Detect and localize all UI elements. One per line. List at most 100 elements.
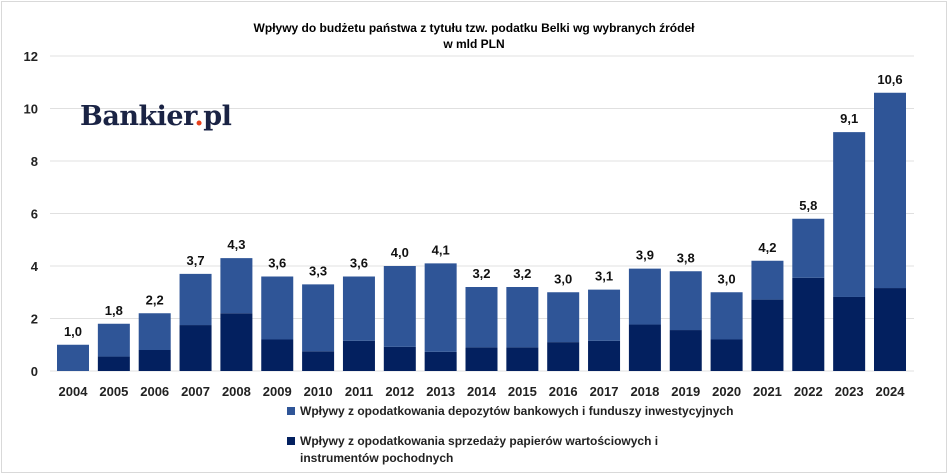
data-label: 4,3 <box>227 237 245 252</box>
data-label: 5,8 <box>799 198 817 213</box>
x-tick-label: 2016 <box>549 384 578 399</box>
data-label: 3,0 <box>554 271 572 286</box>
data-label: 3,8 <box>677 250 695 265</box>
bar-segment <box>628 268 661 325</box>
x-tick-label: 2021 <box>753 384 782 399</box>
legend-item-securities: Wpływy z opodatkowania sprzedaży papieró… <box>287 433 747 467</box>
bar-segment <box>179 325 212 371</box>
bar-segment <box>302 284 335 352</box>
bar-segment <box>465 287 498 348</box>
data-label: 3,9 <box>636 248 654 263</box>
x-tick-label: 2005 <box>99 384 128 399</box>
bar-segment <box>138 313 171 350</box>
data-label: 1,8 <box>105 303 123 318</box>
data-label: 3,2 <box>472 266 490 281</box>
y-tick-label: 2 <box>31 312 38 327</box>
bar-segment <box>874 92 906 289</box>
bar-segment <box>751 299 784 371</box>
data-label: 3,2 <box>513 266 531 281</box>
data-label: 3,6 <box>268 256 286 271</box>
data-label: 3,1 <box>595 269 613 284</box>
bar-segment <box>424 351 457 371</box>
legend-label: Wpływy z opodatkowania depozytów bankowy… <box>300 404 734 418</box>
data-label: 4,0 <box>391 245 409 260</box>
x-tick-label: 2012 <box>385 384 414 399</box>
bar-segment <box>97 323 130 357</box>
bar-segment <box>383 266 416 347</box>
y-tick-label: 8 <box>31 154 38 169</box>
logo-text: Bankier <box>80 101 195 132</box>
legend-label: Wpływy z opodatkowania sprzedaży papieró… <box>300 434 659 465</box>
bar-segment <box>424 263 457 352</box>
x-tick-label: 2024 <box>876 384 906 399</box>
x-tick-label: 2017 <box>590 384 619 399</box>
y-tick-label: 10 <box>24 102 38 117</box>
data-label: 3,7 <box>187 253 205 268</box>
x-tick-label: 2015 <box>508 384 537 399</box>
chart-title: Wpływy do budżetu państwa z tytułu tzw. … <box>0 20 948 52</box>
data-label: 3,6 <box>350 256 368 271</box>
x-tick-label: 2022 <box>794 384 823 399</box>
logo-dot: . <box>194 101 204 132</box>
y-tick-label: 12 <box>24 49 38 64</box>
bar-segment <box>465 347 498 371</box>
bar-segment <box>547 292 580 343</box>
bar-segment <box>874 288 906 371</box>
x-tick-label: 2004 <box>59 384 89 399</box>
bar-segment <box>383 346 416 371</box>
x-tick-label: 2009 <box>263 384 292 399</box>
data-label: 2,2 <box>146 292 164 307</box>
x-tick-label: 2019 <box>671 384 700 399</box>
logo-suffix: pl <box>203 101 232 132</box>
bar-segment <box>833 132 866 297</box>
bar-segment <box>302 351 335 371</box>
x-tick-label: 2006 <box>140 384 169 399</box>
x-tick-label: 2008 <box>222 384 251 399</box>
bar-segment <box>669 330 702 371</box>
bar-segment <box>261 276 294 340</box>
bar-segment <box>833 296 866 371</box>
bar-segment <box>669 271 702 331</box>
bar-segment <box>220 258 253 314</box>
x-tick-label: 2007 <box>181 384 210 399</box>
data-label: 10,6 <box>877 72 902 87</box>
chart-subtitle: w mld PLN <box>443 37 505 51</box>
x-tick-label: 2010 <box>304 384 333 399</box>
bar-segment <box>179 273 212 326</box>
x-tick-label: 2023 <box>835 384 864 399</box>
data-label: 4,2 <box>758 240 776 255</box>
bankier-logo: Bankier.pl <box>80 101 232 132</box>
bar-segment <box>220 313 253 371</box>
bar-segment <box>138 350 171 371</box>
bar-segment <box>792 277 825 371</box>
data-label: 4,1 <box>432 242 450 257</box>
bar-segment <box>261 339 294 371</box>
data-label: 3,0 <box>718 271 736 286</box>
chart-title-line: Wpływy do budżetu państwa z tytułu tzw. … <box>253 21 695 35</box>
data-label: 1,0 <box>64 324 82 339</box>
y-tick-label: 4 <box>31 259 39 274</box>
data-label: 9,1 <box>840 111 858 126</box>
y-tick-label: 6 <box>31 207 38 222</box>
bar-segment <box>588 289 621 341</box>
legend-swatch <box>287 407 295 415</box>
bar-segment <box>710 339 743 371</box>
bar-segment <box>506 287 539 348</box>
bar-segment <box>547 342 580 371</box>
data-label: 3,3 <box>309 263 327 278</box>
legend-swatch <box>287 437 295 445</box>
bar-segment <box>57 344 89 371</box>
bar-segment <box>751 260 784 300</box>
legend-item-deposits: Wpływy z opodatkowania depozytów bankowy… <box>287 403 733 420</box>
bar-segment <box>506 347 539 371</box>
bar-segment <box>97 356 130 371</box>
x-tick-label: 2013 <box>426 384 455 399</box>
bar-segment <box>342 340 375 371</box>
bar-segment <box>588 340 621 371</box>
x-tick-label: 2011 <box>345 384 373 399</box>
bar-segment <box>342 276 375 341</box>
x-tick-label: 2020 <box>712 384 741 399</box>
bar-segment <box>792 218 825 278</box>
